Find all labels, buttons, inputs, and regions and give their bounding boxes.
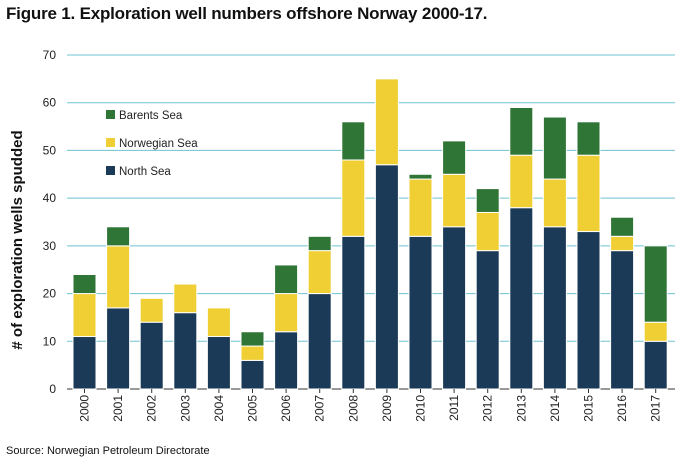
x-tick-label: 2004 <box>212 395 226 422</box>
x-tick-label: 2000 <box>78 395 92 422</box>
x-tick-label: 2013 <box>514 395 528 422</box>
legend-swatch <box>106 138 115 147</box>
bar-segment-barents-sea <box>643 245 668 323</box>
bar-segment-norwegian-sea <box>643 321 668 342</box>
x-tick-label: 2015 <box>582 395 596 422</box>
bar-segment-north-sea <box>408 235 433 390</box>
bar-segment-barents-sea <box>576 121 601 156</box>
bar-segment-north-sea <box>610 250 635 390</box>
legend-swatch <box>106 166 115 175</box>
bar-segment-north-sea <box>240 359 265 390</box>
x-tick-label: 2007 <box>313 395 327 422</box>
y-axis-ticks: 0 10 20 30 40 50 60 70 <box>43 48 57 396</box>
x-tick-label: 2003 <box>178 395 192 422</box>
bar-segment-barents-sea <box>408 173 433 180</box>
y-axis-label: # of exploration wells spudded <box>9 130 26 349</box>
x-tick-label: 2009 <box>380 395 394 422</box>
bar-segment-barents-sea <box>307 235 332 252</box>
x-tick-label: 2005 <box>246 395 260 422</box>
bar-segment-norwegian-sea <box>576 154 601 233</box>
bar-segment-barents-sea <box>106 226 131 247</box>
bar-segment-barents-sea <box>475 188 500 213</box>
bar-segment-norwegian-sea <box>509 154 534 209</box>
x-tick-label: 2006 <box>279 395 293 422</box>
bar-segment-north-sea <box>475 250 500 390</box>
bar-segment-norwegian-sea <box>408 178 433 237</box>
legend-label: North Sea <box>119 166 171 178</box>
bar-segment-barents-sea <box>341 121 366 161</box>
grid-lines <box>67 54 675 390</box>
bar-segment-norwegian-sea <box>341 159 366 237</box>
source-note: Source: Norwegian Petroleum Directorate <box>6 445 210 457</box>
bar-segment-north-sea <box>72 336 97 390</box>
bar-segment-norwegian-sea <box>72 293 97 338</box>
bar-segment-north-sea <box>374 164 399 390</box>
x-tick-label: 2014 <box>548 395 562 422</box>
x-tick-label: 2010 <box>414 395 428 422</box>
y-tick-label: 60 <box>43 96 57 110</box>
legend: Barents Sea Norwegian Sea North Sea <box>106 110 198 178</box>
bar-segment-norwegian-sea <box>610 235 635 252</box>
bar-segment-norwegian-sea <box>475 211 500 252</box>
bar-segment-norwegian-sea <box>374 78 399 166</box>
bar-segment-north-sea <box>274 331 299 390</box>
bar-segment-norwegian-sea <box>206 307 231 338</box>
bar-segment-north-sea <box>576 231 601 390</box>
x-tick-label: 2008 <box>346 395 360 422</box>
bar-segment-norwegian-sea <box>274 293 299 333</box>
y-tick-label: 10 <box>43 334 57 348</box>
bar-segment-norwegian-sea <box>307 250 332 295</box>
bar-segment-norwegian-sea <box>106 245 131 309</box>
x-tick-label: 2012 <box>481 395 495 422</box>
legend-label: Barents Sea <box>119 110 183 122</box>
bar-segment-barents-sea <box>509 106 534 156</box>
bar-segment-north-sea <box>139 321 164 390</box>
x-axis-ticks: 2000 2001 2002 2003 2004 2005 2006 2007 2008 2009… <box>78 389 663 422</box>
bar-segment-norwegian-sea <box>173 283 198 314</box>
bar-segment-norwegian-sea <box>240 345 265 361</box>
x-tick-label: 2002 <box>145 395 159 422</box>
y-tick-label: 0 <box>49 382 56 396</box>
legend-label: Norwegian Sea <box>119 138 198 150</box>
bar-segment-barents-sea <box>72 273 97 295</box>
bars <box>72 78 668 390</box>
bar-segment-norwegian-sea <box>139 297 164 323</box>
x-tick-label: 2001 <box>111 395 125 422</box>
y-tick-label: 30 <box>43 239 57 253</box>
bar-segment-north-sea <box>307 293 332 390</box>
bar-segment-barents-sea <box>274 264 299 295</box>
bar-segment-north-sea <box>206 336 231 390</box>
bar-segment-norwegian-sea <box>542 178 567 228</box>
x-tick-label: 2017 <box>649 395 663 422</box>
legend-swatch <box>106 110 115 119</box>
y-tick-label: 40 <box>43 191 57 205</box>
bar-segment-barents-sea <box>542 116 567 180</box>
bar-segment-north-sea <box>106 307 131 390</box>
bar-segment-north-sea <box>442 226 467 390</box>
y-tick-label: 50 <box>43 143 57 157</box>
bar-segment-north-sea <box>173 312 198 390</box>
x-tick-label: 2011 <box>447 395 461 421</box>
bar-segment-north-sea <box>341 235 366 390</box>
y-tick-label: 20 <box>43 287 57 301</box>
bar-segment-norwegian-sea <box>442 173 467 228</box>
bar-segment-barents-sea <box>240 331 265 347</box>
chart-title: Figure 1. Exploration well numbers offsh… <box>6 4 488 23</box>
bar-segment-barents-sea <box>442 140 467 175</box>
bar-segment-north-sea <box>509 207 534 390</box>
bar-segment-north-sea <box>542 226 567 390</box>
bar-segment-north-sea <box>643 340 668 390</box>
x-tick-label: 2016 <box>615 395 629 422</box>
y-tick-label: 70 <box>43 48 57 62</box>
bar-segment-barents-sea <box>610 216 635 237</box>
